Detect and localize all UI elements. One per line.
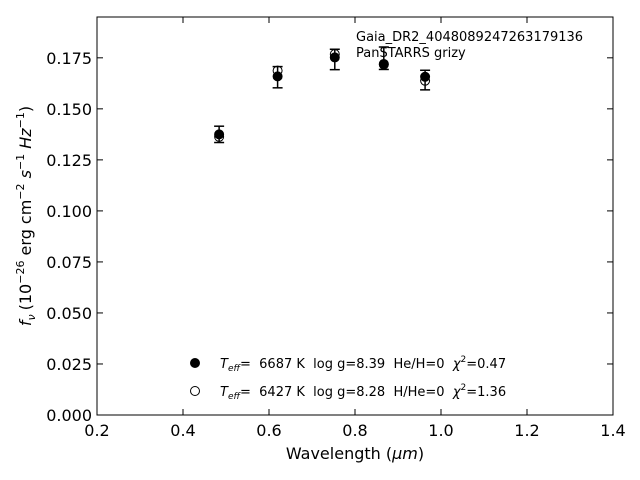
legend-marker-open xyxy=(190,386,200,396)
y-label-exp2: −2 xyxy=(14,183,27,199)
y-tick-label: 0.025 xyxy=(46,355,92,374)
y-label-erg: erg cm xyxy=(16,200,35,261)
legend-teff-sub: eff xyxy=(228,364,242,374)
legend: Teff= 6687 K log g=8.39 He/H=0 χ2=0.47 T… xyxy=(190,355,506,402)
y-label-exp1: −26 xyxy=(14,261,27,284)
y-label-exp4: −1 xyxy=(14,112,27,128)
y-label-close: ) xyxy=(16,106,35,112)
legend-label-filled: Teff= 6687 K log g=8.39 He/H=0 χ2=0.47 xyxy=(220,355,506,374)
legend-label-open: Teff= 6427 K log g=8.28 H/He=0 χ2=1.36 xyxy=(220,383,506,402)
y-axis-ticks: 0.000 0.025 0.050 0.075 0.100 0.125 0.150 0.175 xyxy=(46,49,613,425)
legend-chi: χ xyxy=(452,385,462,400)
point-filled xyxy=(329,52,340,63)
x-axis-label: Wavelength (μm) xyxy=(286,444,424,463)
legend-chi-sup: 2 xyxy=(461,355,467,365)
legend-params: = 6427 K log g=8.28 H/He=0 xyxy=(240,385,453,400)
point-open xyxy=(214,131,225,142)
x-tick-label: 0.4 xyxy=(170,421,195,440)
y-tick-label: 0.000 xyxy=(46,406,92,425)
legend-teff-label: T xyxy=(220,385,229,400)
point-open xyxy=(329,49,340,60)
x-axis-ticks: 0.2 0.4 0.6 0.8 1.0 1.2 1.4 xyxy=(84,17,626,440)
y-tick-label: 0.150 xyxy=(46,100,92,119)
y-label-units: (10 xyxy=(16,284,35,311)
legend-entry-filled: Teff= 6687 K log g=8.39 He/H=0 χ2=0.47 xyxy=(190,355,506,374)
y-label-f: f xyxy=(16,318,35,326)
annotation-line-2: PanSTARRS grizy xyxy=(356,46,466,61)
x-axis-label-end: ) xyxy=(418,444,424,463)
point-open xyxy=(378,58,389,69)
point-open xyxy=(420,75,431,86)
y-label-nu: ν xyxy=(25,314,38,320)
y-tick-label: 0.125 xyxy=(46,151,92,170)
y-tick-label: 0.075 xyxy=(46,253,92,272)
legend-params: = 6687 K log g=8.39 He/H=0 xyxy=(240,357,453,372)
x-tick-label: 1.4 xyxy=(600,421,625,440)
point-filled xyxy=(214,129,225,140)
y-label-exp3: −1 xyxy=(14,154,27,170)
x-axis-label-main: Wavelength ( xyxy=(286,444,392,463)
legend-chi: χ xyxy=(452,357,462,372)
legend-teff-sub: eff xyxy=(228,392,242,402)
annotation-line-1: Gaia_DR2_4048089247263179136 xyxy=(356,30,583,45)
point-filled xyxy=(272,71,283,82)
y-tick-label: 0.100 xyxy=(46,202,92,221)
y-label-s: s xyxy=(16,170,35,183)
y-label-hz: Hz xyxy=(16,128,35,154)
legend-chi-value: =0.47 xyxy=(466,357,506,372)
legend-chi-sup: 2 xyxy=(461,383,467,393)
x-tick-label: 1.0 xyxy=(428,421,453,440)
legend-chi-value: =1.36 xyxy=(466,385,506,400)
x-tick-label: 0.8 xyxy=(342,421,367,440)
y-tick-label: 0.050 xyxy=(46,304,92,323)
y-tick-label: 0.175 xyxy=(46,49,92,68)
y-axis-label: fν(10−26 erg cm−2 s−1 Hz−1) xyxy=(14,106,38,326)
x-tick-label: 0.6 xyxy=(256,421,281,440)
x-axis-label-unit: μm xyxy=(391,444,418,463)
x-tick-label: 1.2 xyxy=(514,421,539,440)
x-tick-label: 0.2 xyxy=(84,421,109,440)
point-filled xyxy=(420,71,431,82)
data-points xyxy=(214,49,431,142)
legend-marker-filled xyxy=(190,358,200,368)
legend-teff-label: T xyxy=(220,357,229,372)
legend-entry-open: Teff= 6427 K log g=8.28 H/He=0 χ2=1.36 xyxy=(190,383,506,402)
annotation: Gaia_DR2_4048089247263179136 PanSTARRS g… xyxy=(356,30,583,61)
point-open xyxy=(272,65,283,76)
